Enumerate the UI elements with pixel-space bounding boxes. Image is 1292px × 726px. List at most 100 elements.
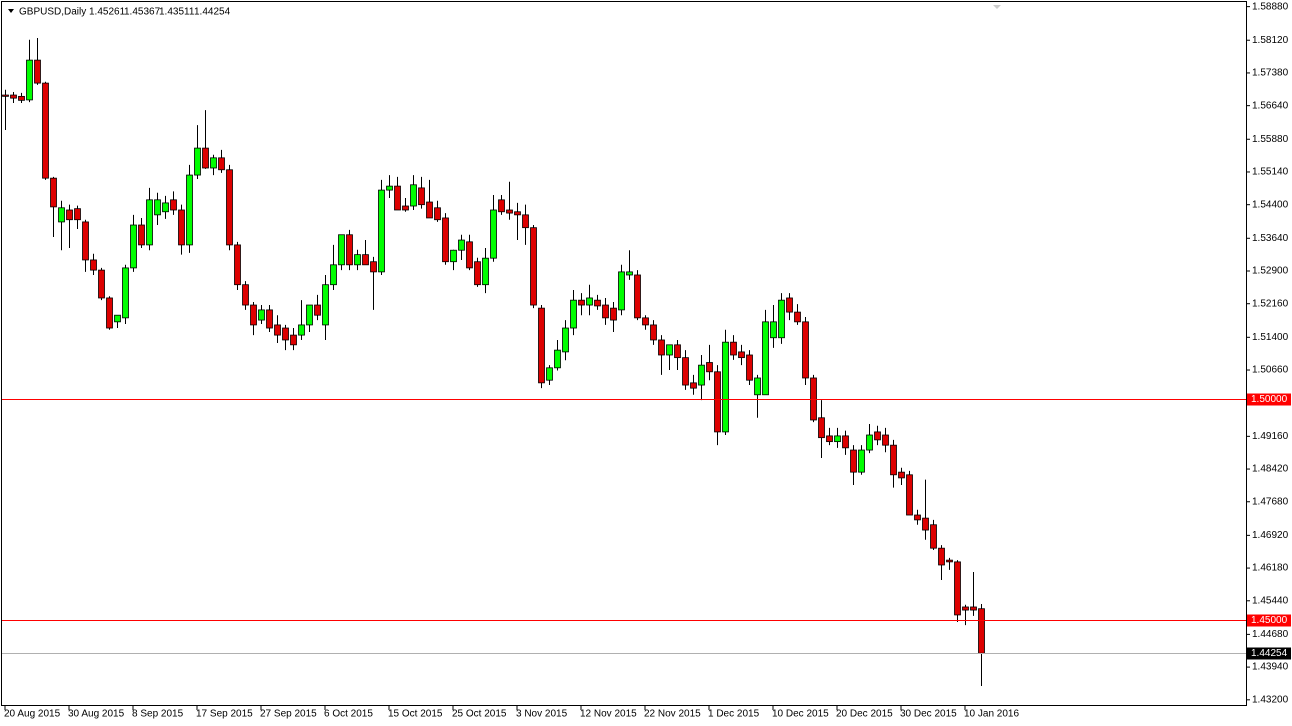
candle-body <box>706 362 713 373</box>
x-tick-label: 27 Sep 2015 <box>260 709 317 720</box>
candle-body <box>626 271 633 276</box>
level-label-box <box>1247 614 1291 627</box>
candle-body <box>42 82 49 179</box>
candle-body <box>50 177 57 208</box>
candle-body <box>898 471 905 479</box>
y-tick-label: 1.52160 <box>1252 298 1289 309</box>
candle-body <box>178 209 185 246</box>
candle-body <box>250 304 257 326</box>
candle-body <box>610 307 617 321</box>
candle-body <box>922 517 929 531</box>
candle-body <box>314 304 321 316</box>
candle-body <box>954 561 961 616</box>
x-tick-label: 6 Oct 2015 <box>324 709 373 720</box>
candle-body <box>322 284 329 326</box>
candle-body <box>602 304 609 319</box>
candle-body <box>10 94 17 99</box>
candle-body <box>546 367 553 381</box>
candle-body <box>274 324 281 336</box>
candle-body <box>58 207 65 223</box>
y-tick-label: 1.56640 <box>1252 100 1289 111</box>
candle-body <box>98 269 105 299</box>
candle-body <box>802 321 809 379</box>
candle-body <box>618 271 625 311</box>
candle-body <box>650 324 657 341</box>
y-tick-label: 1.53640 <box>1252 233 1289 244</box>
candle-body <box>770 321 777 339</box>
candle-body <box>18 95 25 101</box>
candle-body <box>170 199 177 211</box>
x-tick-label: 8 Sep 2015 <box>132 709 184 720</box>
candle-body <box>282 327 289 341</box>
candle-body <box>442 217 449 263</box>
candle-body <box>858 449 865 473</box>
candle-body <box>890 444 897 476</box>
candle-body <box>162 202 169 213</box>
candle-body <box>850 449 857 473</box>
candle-body <box>186 174 193 246</box>
candle-body <box>114 314 121 323</box>
candle-body <box>242 284 249 306</box>
candle-body <box>842 435 849 449</box>
y-tick-label: 1.58120 <box>1252 35 1289 46</box>
candle-body <box>378 189 385 273</box>
candle-body <box>538 307 545 384</box>
y-tick-label: 1.47680 <box>1252 496 1289 507</box>
candle-body <box>530 227 537 306</box>
candle-body <box>506 209 513 214</box>
candle-body <box>122 267 129 319</box>
candle-body <box>330 264 337 286</box>
candle-body <box>34 59 41 84</box>
candle-body <box>866 434 873 451</box>
candle-body <box>338 234 345 266</box>
x-tick-label: 1 Dec 2015 <box>708 709 760 720</box>
candle-body <box>90 259 97 271</box>
candle-body <box>826 435 833 443</box>
candle-body <box>746 354 753 381</box>
y-tick-label: 1.45440 <box>1252 595 1289 606</box>
candle-body <box>570 299 577 329</box>
candle-body <box>290 334 297 346</box>
x-tick-label: 10 Dec 2015 <box>772 709 829 720</box>
candle-body <box>522 214 529 229</box>
shift-marker <box>993 5 1001 9</box>
candle-body <box>698 364 705 386</box>
x-tick-label: 30 Aug 2015 <box>68 709 125 720</box>
candle-body <box>794 311 801 323</box>
candle-body <box>226 169 233 246</box>
candle-body <box>82 221 89 261</box>
candle-body <box>154 199 161 216</box>
x-tick-label: 12 Nov 2015 <box>580 709 637 720</box>
candle-body <box>682 357 689 386</box>
high-value: 1.45367 <box>124 7 161 18</box>
candle-body <box>394 185 401 211</box>
candle-body <box>346 234 353 266</box>
candle-body <box>762 321 769 396</box>
candle-body <box>66 209 73 221</box>
candle-body <box>578 299 585 306</box>
chart-title: GBPUSD,Daily <box>19 7 86 18</box>
candle-body <box>490 209 497 259</box>
x-tick-label: 10 Jan 2016 <box>964 709 1019 720</box>
candle-body <box>874 431 881 441</box>
candle-body <box>426 201 433 219</box>
candle-body <box>218 157 225 171</box>
candle-body <box>2 94 9 97</box>
candle-body <box>234 244 241 286</box>
candle-body <box>258 309 265 321</box>
y-tick-label: 1.48420 <box>1252 464 1289 475</box>
x-tick-label: 22 Nov 2015 <box>644 709 701 720</box>
y-tick-label: 1.55880 <box>1252 134 1289 145</box>
candle-body <box>402 205 409 211</box>
candle-body <box>418 187 425 206</box>
level-label: 1.45000 <box>1251 615 1288 626</box>
y-tick-label: 1.58880 <box>1252 1 1289 12</box>
candle-body <box>474 261 481 286</box>
candle-body <box>386 185 393 191</box>
candle-body <box>554 349 561 369</box>
candle-body <box>594 299 601 307</box>
candle-body <box>458 239 465 251</box>
current-price-box <box>1247 647 1291 660</box>
y-tick-label: 1.57380 <box>1252 68 1289 79</box>
y-tick-label: 1.50660 <box>1252 365 1289 376</box>
